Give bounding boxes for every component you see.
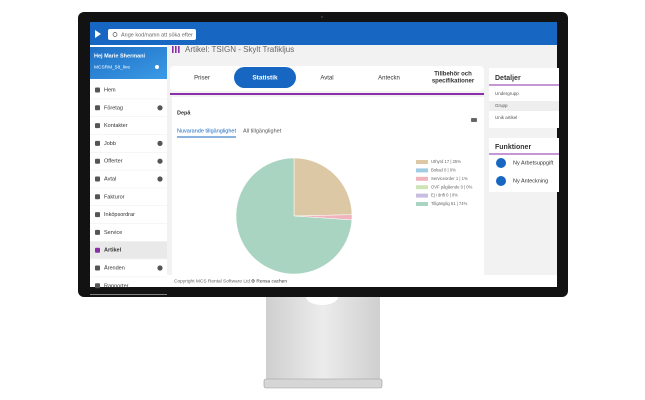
tab-active[interactable] <box>234 67 296 88</box>
pie-slice <box>235 157 353 275</box>
panel-title: Depå <box>177 109 191 116</box>
search-placeholder: Ange kod/namn att söka efter <box>121 32 193 38</box>
legend-swatch <box>416 185 428 190</box>
function-icon[interactable] <box>496 158 506 168</box>
user-database: MCSRM_58_live <box>94 64 130 70</box>
details-row: Undergrupp <box>495 91 519 96</box>
legend-label: OVF pågående 0 | 0% <box>431 184 473 189</box>
title-icon <box>172 46 174 53</box>
page-title: Artikel: TSIGN - Skylt Trafikljus <box>185 45 294 54</box>
stand-base <box>263 378 383 389</box>
stand-neck <box>266 297 380 380</box>
pie-chart <box>235 157 353 275</box>
search-icon <box>112 32 118 37</box>
menu-icon <box>95 247 100 253</box>
menu-item[interactable]: Jobb <box>104 141 116 147</box>
menu-icon <box>95 194 100 200</box>
legend-swatch <box>416 202 428 206</box>
menu-badge <box>157 140 163 146</box>
legend-label: Serviceorder 1 | 1% <box>431 176 468 181</box>
menu-icon <box>95 229 100 235</box>
function-icon[interactable] <box>496 176 506 186</box>
tab[interactable]: Priser <box>194 76 210 82</box>
legend-label: Ej i drift 0 | 0% <box>431 193 458 198</box>
top-bar <box>90 22 557 45</box>
menu-icon <box>95 176 100 182</box>
menu-icon <box>95 87 100 93</box>
menu-item[interactable]: Kontakter <box>104 123 128 129</box>
menu-item[interactable]: Företag <box>104 105 123 111</box>
user-greeting: Hej Marie Shermani <box>94 53 146 59</box>
tab[interactable]: specifikationer <box>432 79 475 85</box>
camera <box>320 15 324 19</box>
menu-badge <box>157 176 163 182</box>
menu-item[interactable]: Hem <box>104 87 116 93</box>
details-panel <box>489 68 559 128</box>
legend-swatch <box>416 176 428 181</box>
menu-item[interactable]: Service <box>104 230 122 236</box>
legend-label: Tillgänglig 51 | 74% <box>431 201 468 206</box>
menu-icon <box>95 158 100 164</box>
side-menu: Hem Företag Kontakter Jobb Offerter Avtal Fakt… <box>90 87 167 295</box>
details-row: Grupp <box>495 103 508 108</box>
menu-item[interactable]: Offerter <box>104 159 123 165</box>
menu-icon <box>95 283 100 289</box>
footer <box>167 275 557 287</box>
menu-badge <box>157 158 163 164</box>
tab[interactable]: Avtal <box>320 76 333 82</box>
legend-swatch <box>416 168 428 173</box>
footer-copyright: Copyright MCS Rental Software Ltd. <box>174 278 251 284</box>
tab[interactable]: Anteckn <box>378 76 400 82</box>
title-icon <box>178 46 180 53</box>
print-icon[interactable] <box>471 118 477 122</box>
menu-item[interactable]: Ärenden <box>104 264 125 271</box>
menu-item[interactable]: Fakturor <box>104 194 125 200</box>
function-item[interactable]: Ny Arbetsuppgift <box>513 160 554 166</box>
search-box[interactable] <box>108 29 196 40</box>
legend-label: Bokad 0 | 0% <box>431 168 456 173</box>
menu-icon <box>95 140 100 146</box>
legend-swatch <box>416 193 428 198</box>
tab[interactable]: Tillbehör och <box>434 72 472 78</box>
menu-icon <box>95 105 100 111</box>
menu-active-bg <box>90 241 167 259</box>
functions-title: Funktioner <box>495 144 531 151</box>
legend-label: Uthyrd 17 | 25% <box>431 159 461 164</box>
user-box <box>90 47 167 79</box>
menu-item[interactable]: Rapporter <box>104 283 129 289</box>
details-row: Unik artikel <box>495 115 517 120</box>
subtab[interactable]: Nuvarande tillgänglighet <box>177 128 236 134</box>
menu-icon <box>95 123 100 129</box>
function-item[interactable]: Ny Anteckning <box>513 178 548 184</box>
logo <box>95 30 101 38</box>
subtab[interactable]: All tillgänglighet <box>243 128 282 134</box>
row-bg <box>489 101 559 111</box>
legend: Uthyrd 17 | 25% Bokad 0 | 0% Serviceorder … <box>416 159 473 206</box>
menu-badge <box>157 105 163 111</box>
tab[interactable]: Statistik <box>252 75 278 82</box>
menu-badge <box>157 265 163 271</box>
menu-icon <box>95 212 100 218</box>
user-settings[interactable] <box>155 65 159 69</box>
menu-item[interactable]: Inköpsordrar <box>104 212 135 218</box>
menu-icon <box>95 265 100 271</box>
menu-item[interactable]: Artikel <box>104 248 122 254</box>
footer-clear-cache[interactable]: ⊕ Rensa cachen <box>251 278 287 284</box>
pie-slice <box>293 157 353 217</box>
details-title: Detaljer <box>495 75 521 82</box>
legend-swatch <box>416 160 428 164</box>
title-icon <box>175 46 177 53</box>
menu-item[interactable]: Avtal <box>104 176 116 182</box>
